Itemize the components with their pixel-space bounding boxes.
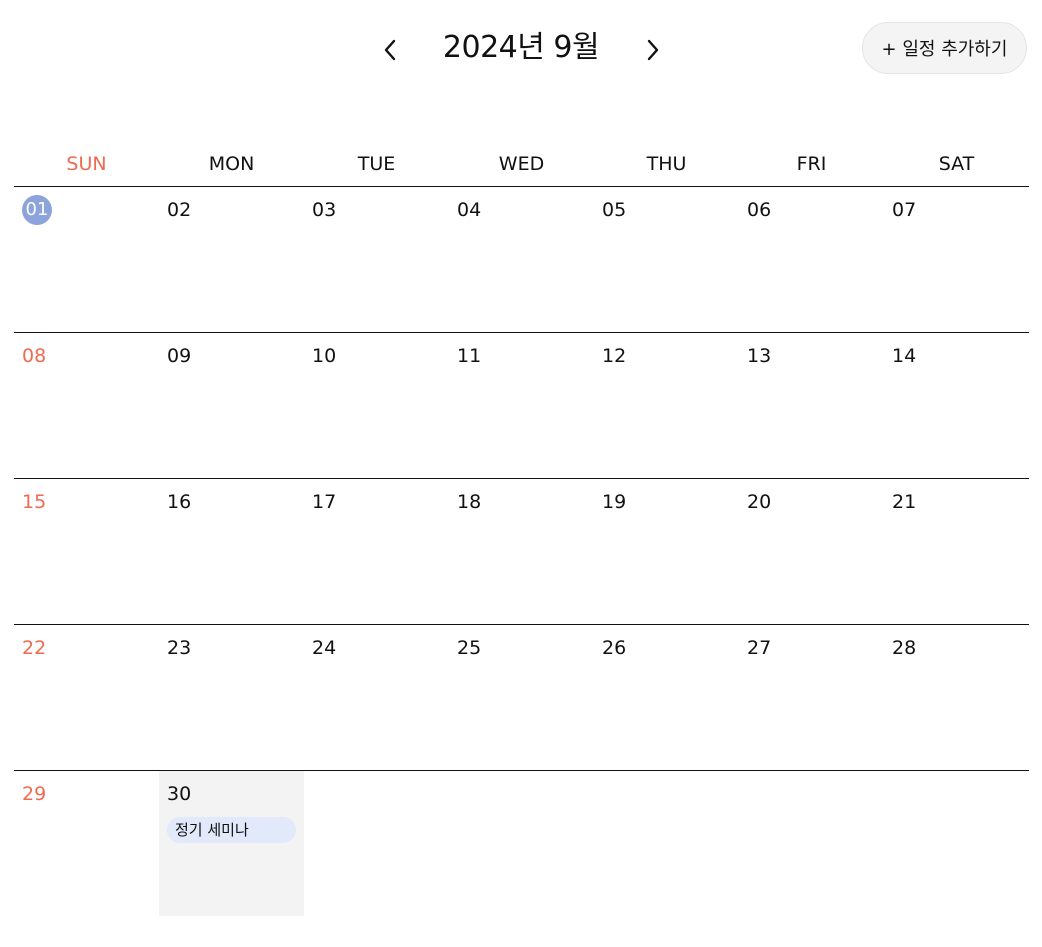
day-cell[interactable]: 22 [14, 625, 159, 770]
weekday-sun: SUN [66, 153, 107, 175]
day-cell[interactable]: 29 [14, 771, 159, 916]
empty-day-cell [884, 771, 1029, 916]
day-cell[interactable]: 15 [14, 479, 159, 624]
day-cell[interactable]: 05 [594, 187, 739, 332]
empty-day-cell [449, 771, 594, 916]
add-event-button[interactable]: + 일정 추가하기 [862, 22, 1027, 74]
day-cell[interactable]: 24 [304, 625, 449, 770]
day-number: 26 [602, 637, 627, 659]
day-number: 08 [22, 345, 47, 367]
today-indicator: 01 [22, 195, 52, 225]
month-title: 2024년 9월 [442, 30, 600, 65]
day-cell[interactable]: 02 [159, 187, 304, 332]
day-number: 20 [747, 491, 772, 513]
day-number: 03 [312, 199, 337, 221]
weekday-tue: TUE [357, 153, 396, 175]
day-cell[interactable]: 27 [739, 625, 884, 770]
day-cell[interactable]: 01 [14, 187, 159, 332]
day-number: 28 [892, 637, 917, 659]
day-number: 24 [312, 637, 337, 659]
prev-month-button[interactable] [373, 32, 409, 68]
weekday-sat: SAT [938, 153, 975, 175]
day-number: 22 [22, 637, 47, 659]
day-cell[interactable]: 17 [304, 479, 449, 624]
day-number: 11 [457, 345, 482, 367]
week-row: 15 16 17 18 19 20 21 [14, 479, 1029, 625]
week-row: 08 09 10 11 12 13 14 [14, 333, 1029, 479]
day-cell[interactable]: 26 [594, 625, 739, 770]
day-number: 05 [602, 199, 627, 221]
day-number: 30 [167, 783, 192, 805]
day-number: 16 [167, 491, 192, 513]
day-cell[interactable]: 08 [14, 333, 159, 478]
day-number: 07 [892, 199, 917, 221]
day-cell[interactable]: 19 [594, 479, 739, 624]
month-grid: SUN MON TUE WED THU FRI SAT 01 02 03 04 … [14, 142, 1029, 916]
day-number: 25 [457, 637, 482, 659]
day-number: 14 [892, 345, 917, 367]
day-cell[interactable]: 18 [449, 479, 594, 624]
day-number: 09 [167, 345, 192, 367]
day-number: 02 [167, 199, 192, 221]
day-cell[interactable]: 03 [304, 187, 449, 332]
weekday-mon: MON [208, 153, 255, 175]
next-month-button[interactable] [634, 32, 670, 68]
day-number: 21 [892, 491, 917, 513]
empty-day-cell [594, 771, 739, 916]
day-number: 10 [312, 345, 337, 367]
day-number: 17 [312, 491, 337, 513]
day-cell[interactable]: 16 [159, 479, 304, 624]
week-row: 29 30 정기 세미나 [14, 771, 1029, 916]
week-row: 01 02 03 04 05 06 07 [14, 187, 1029, 333]
selected-day-cell[interactable]: 30 정기 세미나 [159, 771, 304, 916]
day-cell[interactable]: 21 [884, 479, 1029, 624]
day-number: 13 [747, 345, 772, 367]
chevron-left-icon [384, 39, 396, 61]
day-cell[interactable]: 14 [884, 333, 1029, 478]
day-cell[interactable]: 13 [739, 333, 884, 478]
chevron-right-icon [647, 39, 659, 61]
day-cell[interactable]: 12 [594, 333, 739, 478]
day-number: 04 [457, 199, 482, 221]
weekday-header-row: SUN MON TUE WED THU FRI SAT [14, 142, 1029, 187]
day-number: 19 [602, 491, 627, 513]
day-cell[interactable]: 09 [159, 333, 304, 478]
day-number: 23 [167, 637, 192, 659]
weekday-wed: WED [498, 153, 545, 175]
weekday-thu: THU [646, 153, 687, 175]
day-number: 18 [457, 491, 482, 513]
day-cell[interactable]: 06 [739, 187, 884, 332]
day-cell[interactable]: 28 [884, 625, 1029, 770]
day-number: 12 [602, 345, 627, 367]
calendar-header: 2024년 9월 + 일정 추가하기 [0, 0, 1042, 100]
day-cell[interactable]: 11 [449, 333, 594, 478]
day-cell[interactable]: 20 [739, 479, 884, 624]
day-cell[interactable]: 10 [304, 333, 449, 478]
day-number: 06 [747, 199, 772, 221]
empty-day-cell [304, 771, 449, 916]
event-chip[interactable]: 정기 세미나 [167, 817, 296, 843]
day-number: 27 [747, 637, 772, 659]
empty-day-cell [739, 771, 884, 916]
day-cell[interactable]: 04 [449, 187, 594, 332]
weekday-fri: FRI [796, 153, 827, 175]
day-number: 15 [22, 491, 47, 513]
day-cell[interactable]: 23 [159, 625, 304, 770]
day-cell[interactable]: 25 [449, 625, 594, 770]
week-row: 22 23 24 25 26 27 28 [14, 625, 1029, 771]
day-cell[interactable]: 07 [884, 187, 1029, 332]
day-number: 29 [22, 783, 47, 805]
